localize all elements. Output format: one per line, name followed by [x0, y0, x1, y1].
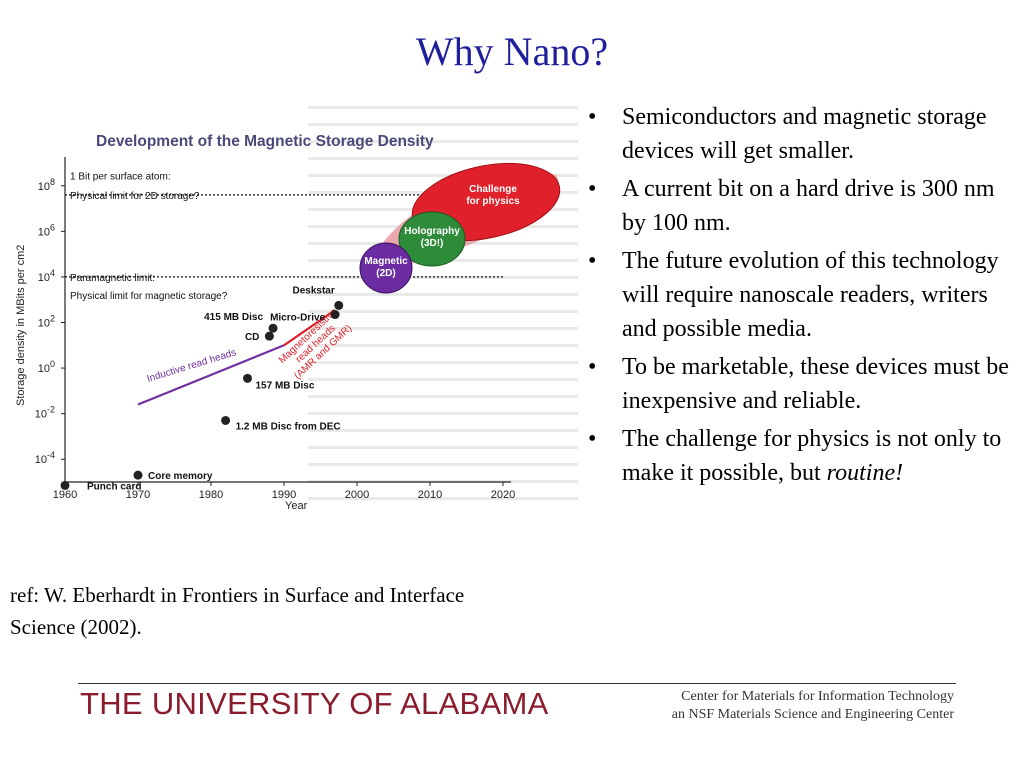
background-text-line — [308, 395, 578, 398]
data-point — [243, 373, 252, 383]
background-text-line — [308, 293, 578, 296]
limit-label: 1 Bit per surface atom: — [70, 172, 171, 183]
data-point-label: 157 MB Disc — [256, 380, 315, 391]
bullet-emphasis: routine! — [826, 460, 904, 486]
data-point — [268, 323, 278, 333]
y-tick-label: 108 — [38, 177, 55, 193]
bullet-item: • A current bit on a hard drive is 300 nm… — [588, 176, 995, 236]
y-tick-label: 100 — [38, 359, 55, 375]
bullet-item: • Semiconductors and magnetic storage dev… — [588, 104, 987, 164]
trend-line-label: Inductive read heads — [146, 347, 238, 385]
data-point-label: Deskstar — [292, 285, 334, 296]
magnetic-region — [359, 242, 413, 294]
region-label: Challenge for physics — [466, 184, 520, 207]
background-text-line — [308, 123, 578, 126]
region-label: Magnetic (2D) — [364, 256, 408, 279]
data-point — [330, 310, 340, 320]
chart-title: Development of the Magnetic Storage Dens… — [96, 133, 434, 150]
footer-divider — [78, 683, 956, 684]
background-text-line — [308, 276, 578, 279]
background-text-line — [308, 497, 578, 500]
x-axis-label: Year — [285, 500, 308, 512]
x-tick-label: 1980 — [199, 489, 223, 501]
background-text-line — [308, 174, 578, 177]
x-tick-label: 2020 — [491, 489, 515, 501]
center-info: Center for Materials for Information Tec… — [672, 688, 954, 724]
limit-label: Physical limit for magnetic storage? — [70, 291, 228, 302]
x-tick-label: 2000 — [345, 489, 369, 501]
background-text-line — [308, 412, 578, 415]
background-text-line — [308, 463, 578, 466]
y-tick-label: 104 — [38, 268, 55, 284]
data-point — [133, 470, 143, 480]
bullet-item: • To be marketable, these devices must be… — [588, 354, 1009, 414]
center-line-1: Center for Materials for Information Tec… — [681, 689, 954, 704]
data-point — [221, 415, 231, 425]
data-point-label: Core memory — [148, 471, 213, 482]
center-line-2: an NSF Materials Science and Engineering… — [671, 707, 954, 722]
bullet-list: • Semiconductors and magnetic storage dev… — [588, 100, 1018, 494]
storage-density-chart: Development of the Magnetic Storage Dens… — [8, 100, 580, 562]
x-tick-label: 1990 — [272, 489, 296, 501]
reference-note: ref: W. Eberhardt in Frontiers in Surfac… — [10, 583, 465, 639]
data-point-label: 415 MB Disc — [204, 312, 263, 323]
background-text-line — [308, 140, 578, 143]
x-tick-label: 1970 — [126, 489, 150, 501]
background-text-line — [308, 327, 578, 330]
data-point — [264, 331, 274, 341]
x-tick-label: 1960 — [53, 489, 77, 501]
background-text-line — [308, 378, 578, 381]
y-axis-label: Storage density in MBits per cm2 — [15, 245, 27, 406]
background-text-line — [308, 157, 578, 160]
data-point-label: Micro-Drive — [270, 313, 325, 324]
data-point — [60, 480, 70, 490]
bullet-item: • The challenge for physics is not only t… — [588, 426, 1002, 486]
bullet-item: • The future evolution of this technology… — [588, 248, 999, 342]
y-tick-label: 10-4 — [35, 450, 55, 466]
data-point-label: Punch card — [87, 481, 141, 492]
x-tick-label: 2010 — [418, 489, 442, 501]
background-text-line — [308, 106, 578, 109]
background-text-line — [308, 361, 578, 364]
y-tick-label: 102 — [38, 314, 55, 330]
background-text-line — [308, 344, 578, 347]
limit-label: Physical limit for 2D storage? — [70, 191, 200, 202]
data-point — [334, 300, 344, 310]
data-point-label: CD — [245, 332, 259, 343]
limit-label: Paramagnetic limit: — [70, 273, 155, 284]
trend-line — [283, 309, 336, 347]
trend-line — [137, 344, 285, 406]
university-logo-text: THE UNIVERSITY OF ALABAMA — [80, 686, 549, 721]
holography-region — [398, 211, 466, 267]
slide-title: Why Nano? — [415, 29, 609, 74]
background-text-line — [308, 310, 578, 313]
background-text-line — [308, 446, 578, 449]
data-point-label: 1.2 MB Disc from DEC — [236, 421, 341, 432]
region-label: Holography (3D!) — [404, 226, 460, 249]
y-tick-label: 10-2 — [35, 405, 55, 421]
background-text-line — [308, 429, 578, 432]
y-tick-label: 106 — [38, 222, 55, 238]
